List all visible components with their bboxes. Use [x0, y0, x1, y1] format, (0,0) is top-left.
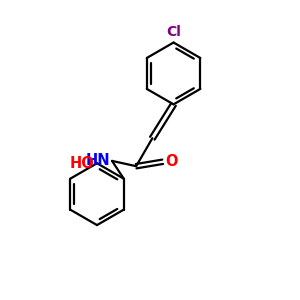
Text: HN: HN [85, 153, 110, 168]
Text: Cl: Cl [166, 25, 181, 39]
Text: O: O [165, 154, 178, 169]
Text: HO: HO [69, 156, 94, 171]
